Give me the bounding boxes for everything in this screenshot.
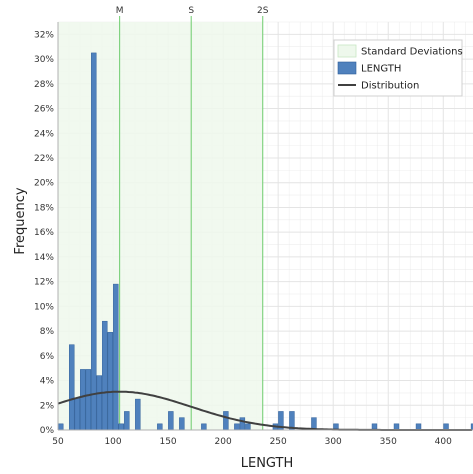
y-tick-label: 8% — [40, 327, 55, 337]
histogram-bar — [74, 397, 80, 431]
x-tick-label: 300 — [325, 437, 342, 447]
histogram-bar — [91, 52, 97, 431]
histogram-bar — [107, 332, 113, 431]
x-tick-label: 200 — [215, 437, 232, 447]
histogram-bar — [118, 423, 124, 431]
sd-marker-label: S — [188, 6, 194, 16]
legend-swatch-bar — [337, 61, 357, 75]
sd-marker-label: M — [116, 6, 124, 16]
x-tick-label: 350 — [380, 437, 397, 447]
legend-label: Standard Deviations — [361, 47, 463, 58]
histogram-bar — [102, 320, 108, 431]
y-tick-label: 0% — [40, 426, 55, 436]
legend-label: LENGTH — [361, 64, 401, 75]
histogram-bar — [223, 411, 229, 431]
histogram-bar — [234, 423, 240, 431]
y-tick-label: 30% — [34, 55, 54, 65]
histogram-bar — [470, 423, 473, 431]
y-tick-label: 20% — [34, 179, 54, 189]
histogram-bar — [85, 369, 91, 431]
histogram-bar — [96, 375, 102, 431]
sd-shaded-band — [58, 22, 263, 430]
y-tick-label: 2% — [40, 401, 55, 411]
y-tick-label: 4% — [40, 377, 55, 387]
y-axis-title: Frequency — [13, 187, 28, 254]
y-tick-label: 18% — [34, 203, 54, 213]
y-tick-label: 24% — [34, 129, 54, 139]
x-tick-label: 50 — [52, 437, 64, 447]
x-axis-title: LENGTH — [241, 456, 294, 470]
legend-swatch-sd — [337, 44, 357, 58]
y-tick-label: 28% — [34, 80, 54, 90]
y-tick-label: 26% — [34, 105, 54, 115]
y-tick-label: 22% — [34, 154, 54, 164]
histogram-bar — [80, 369, 86, 431]
y-tick-label: 16% — [34, 228, 54, 238]
histogram-bar — [245, 423, 251, 431]
x-tick-label: 400 — [435, 437, 452, 447]
sd-marker-label: 2S — [257, 6, 269, 16]
y-tick-label: 6% — [40, 352, 55, 362]
x-tick-label: 250 — [270, 437, 287, 447]
x-tick-label: 100 — [104, 437, 121, 447]
histogram-bar — [179, 417, 185, 431]
y-tick-label: 32% — [34, 30, 54, 40]
legend-label: Distribution — [361, 81, 419, 92]
y-tick-label: 12% — [34, 278, 54, 288]
histogram-bar — [168, 411, 174, 431]
histogram-bar — [58, 423, 64, 431]
histogram-bar — [113, 283, 119, 431]
histogram-bar — [69, 344, 75, 431]
y-tick-label: 10% — [34, 302, 54, 312]
histogram-bar — [157, 423, 163, 431]
histogram-bar — [135, 398, 141, 431]
histogram-bar — [124, 411, 130, 431]
y-tick-label: 14% — [34, 253, 54, 263]
x-tick-label: 150 — [159, 437, 176, 447]
histogram-bar — [239, 417, 246, 431]
histogram-bar — [201, 423, 207, 431]
